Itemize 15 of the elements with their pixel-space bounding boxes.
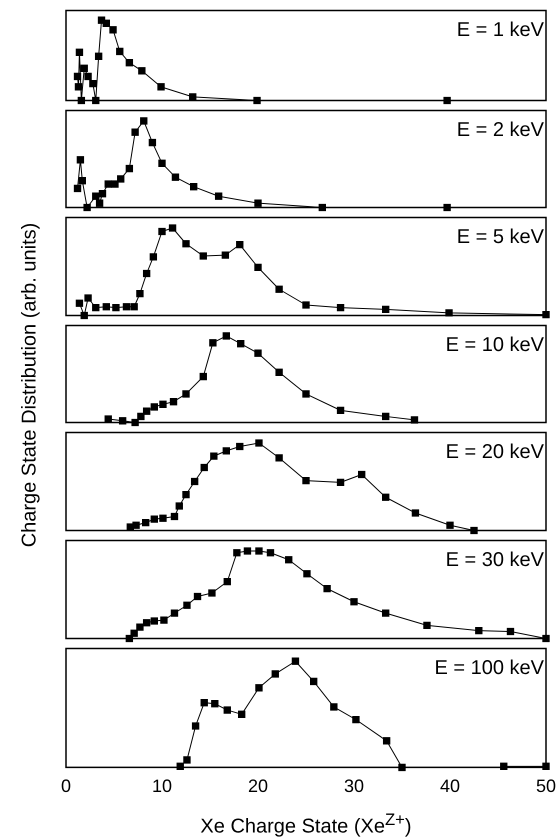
x-tick-label: 20: [248, 776, 268, 796]
chart-title: E = 1 keV: [456, 19, 545, 42]
x-tick-label: 50: [536, 776, 556, 796]
chart-title: E = 10 keV: [446, 334, 545, 356]
x-axis-title: Xe Charge State (Xe$^{Z+}$): [199, 810, 413, 839]
chart-title: E = 5 keV: [456, 226, 545, 248]
chart-title: E = 20 keV: [446, 441, 545, 464]
x-tick-label: 30: [344, 776, 364, 796]
chart-title: E = 100 keV: [434, 657, 545, 680]
chart-title: E = 2 keV: [456, 119, 545, 142]
x-tick-label: 10: [152, 776, 172, 796]
x-tick-label: 0: [60, 776, 72, 796]
y-axis-title: Charge State Distribution (arb. units): [18, 222, 42, 548]
x-tick-label: 40: [440, 776, 460, 796]
chart-title: E = 30 keV: [446, 549, 545, 572]
